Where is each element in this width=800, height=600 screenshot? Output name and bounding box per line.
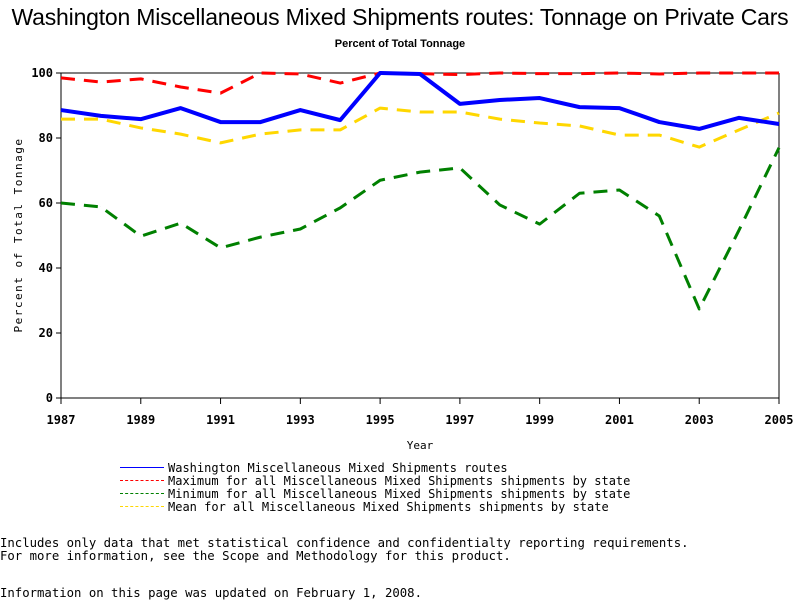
x-tick-label: 1997 [445,413,474,427]
series-group [60,71,781,311]
line-chart: 0 20 40 60 80 100 1987 1989 1991 1993 1995 1997 1999… [12,66,793,452]
legend: Washington Miscellaneous Mixed Shipments… [120,460,631,514]
x-tick-label: 1999 [525,413,554,427]
series-minimum [60,147,781,311]
y-axis-title: Percent of Total Tonnage [12,138,25,333]
chart-subtitle: Percent of Total Tonnage [334,38,466,50]
legend-label: Washington Miscellaneous Mixed Shipments… [168,460,508,475]
x-tick-label: 1991 [206,413,235,427]
y-tick-label: 40 [39,261,53,275]
footnote-methodology: For more information, see the Scope and … [0,549,511,563]
x-tick-label: 1987 [47,413,76,427]
legend-swatch-washington [120,467,164,468]
x-tick-label: 1989 [126,413,155,427]
y-tick-label: 80 [39,131,53,145]
legend-item: Mean for all Miscellaneous Mixed Shipmen… [120,499,630,514]
legend-label: Mean for all Miscellaneous Mixed Shipmen… [168,499,609,514]
footnote-updated: Information on this page was updated on … [0,586,422,600]
series-washington [60,71,780,131]
y-tick-label: 100 [31,66,53,80]
legend-label: Minimum for all Miscellaneous Mixed Ship… [168,486,631,501]
y-tick-label: 0 [46,391,53,405]
legend-label: Maximum for all Miscellaneous Mixed Ship… [168,473,631,488]
chart-title: Washington Miscellaneous Mixed Shipments… [11,4,789,30]
legend-item: Washington Miscellaneous Mixed Shipments… [120,460,630,475]
legend-item: Maximum for all Miscellaneous Mixed Ship… [120,473,631,488]
y-tick-label: 20 [39,326,53,340]
y-tick-label: 60 [39,196,53,210]
axes: 0 20 40 60 80 100 1987 1989 1991 1993 1995 1997 1999… [31,66,793,427]
series-mean [61,106,780,149]
x-tick-label: 1995 [366,413,395,427]
legend-swatch-maximum [120,480,164,481]
legend-swatch-mean [120,506,164,507]
x-tick-label: 2003 [685,413,714,427]
legend-item: Minimum for all Miscellaneous Mixed Ship… [120,486,631,501]
legend-swatch-minimum [120,493,164,494]
footnote-confidence: Includes only data that met statistical … [0,536,689,550]
x-axis-title: Year [407,439,434,452]
x-tick-label: 2005 [765,413,794,427]
x-tick-label: 2001 [605,413,634,427]
x-tick-label: 1993 [286,413,315,427]
